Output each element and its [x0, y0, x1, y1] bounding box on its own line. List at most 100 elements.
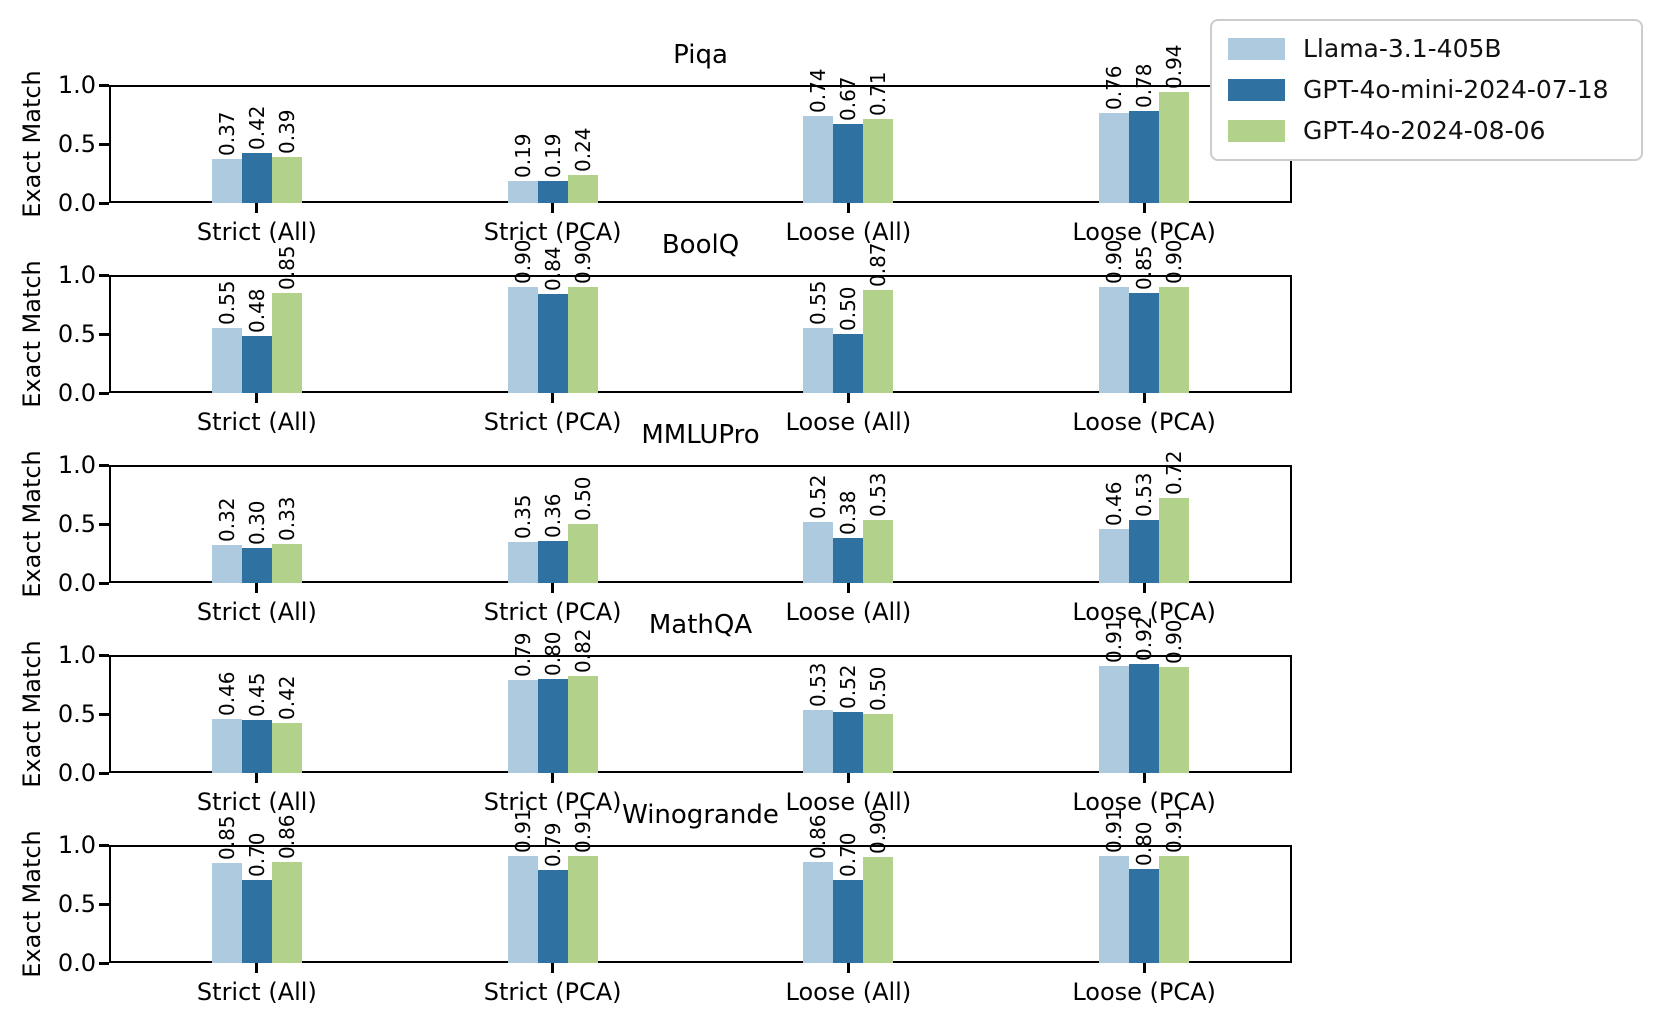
axes-frame [109, 655, 1292, 773]
bar-value-label: 0.90 [1162, 239, 1187, 284]
y-tick-label: 0.0 [57, 379, 96, 407]
bar [1099, 287, 1130, 393]
bar-value-label: 0.53 [1132, 472, 1157, 517]
bar-value-label: 0.80 [1132, 821, 1157, 866]
bar [1129, 869, 1160, 963]
y-tick-label: 0.5 [57, 130, 96, 158]
x-tick-mark [551, 963, 555, 973]
bar [1099, 529, 1130, 583]
x-tick-mark [255, 583, 259, 593]
bar-value-label: 0.24 [570, 127, 595, 172]
bar-value-label: 0.42 [244, 105, 269, 150]
x-tick-mark [846, 963, 850, 973]
legend-entry: GPT-4o-2024-08-06 [1228, 117, 1625, 145]
bar [1129, 664, 1160, 773]
y-tick-label: 0.0 [57, 189, 96, 217]
subplot-title: MathQA [648, 610, 753, 640]
bar-value-label: 0.19 [510, 133, 535, 178]
y-tick-mark [99, 273, 109, 277]
bar-value-label: 0.91 [570, 808, 595, 853]
bar-value-label: 0.53 [866, 472, 891, 517]
x-tick-label: Loose (PCA) [1072, 788, 1216, 816]
bar [271, 862, 302, 963]
bar [507, 181, 538, 203]
y-tick-mark [99, 332, 109, 336]
subplot-title: MMLUPro [641, 420, 760, 450]
bar-value-label: 0.87 [866, 242, 891, 287]
bar [537, 679, 568, 773]
bar-value-label: 0.38 [836, 490, 861, 535]
bar-value-label: 0.35 [510, 494, 535, 539]
y-tick-label: 0.0 [57, 569, 96, 597]
bar-value-label: 0.74 [806, 68, 831, 113]
bar-value-label: 0.52 [806, 474, 831, 519]
x-tick-label: Strict (All) [196, 598, 317, 626]
y-tick-mark [99, 201, 109, 205]
bar [1159, 287, 1190, 393]
x-tick-mark [255, 203, 259, 213]
x-tick-label: Loose (All) [785, 788, 912, 816]
y-tick-label: 0.5 [57, 320, 96, 348]
x-tick-label: Loose (PCA) [1072, 598, 1216, 626]
subplot-title: Piqa [673, 40, 728, 70]
bar [1159, 667, 1190, 773]
legend-label: Llama-3.1-405B [1303, 34, 1502, 63]
legend-entry: Llama-3.1-405B [1228, 35, 1625, 63]
bar [1159, 92, 1190, 203]
bar [803, 862, 834, 963]
bar-value-label: 0.37 [214, 111, 239, 156]
bar [1159, 498, 1190, 583]
x-tick-mark [255, 393, 259, 403]
bar [211, 328, 242, 393]
bar-value-label: 0.70 [836, 832, 861, 877]
legend-swatch-icon [1228, 120, 1285, 142]
bar-value-label: 0.50 [836, 286, 861, 331]
bar [803, 522, 834, 583]
x-tick-label: Strict (All) [196, 788, 317, 816]
x-tick-label: Loose (PCA) [1072, 978, 1216, 1006]
bar [803, 710, 834, 773]
bar-value-label: 0.50 [570, 476, 595, 521]
bar [1099, 856, 1130, 963]
x-tick-label: Strict (PCA) [483, 978, 622, 1006]
x-tick-mark [846, 773, 850, 783]
x-tick-mark [846, 583, 850, 593]
y-tick-mark [99, 522, 109, 526]
bar [537, 181, 568, 203]
x-tick-label: Strict (All) [196, 978, 317, 1006]
bar-value-label: 0.90 [570, 239, 595, 284]
bar [241, 548, 272, 583]
x-tick-mark [846, 203, 850, 213]
x-tick-label: Strict (All) [196, 408, 317, 436]
x-tick-label: Strict (PCA) [483, 218, 622, 246]
bar-value-label: 0.79 [540, 822, 565, 867]
subplot-title: BoolQ [661, 230, 740, 260]
bar-value-label: 0.84 [540, 246, 565, 291]
bar [803, 328, 834, 393]
y-tick-label: 0.0 [57, 759, 96, 787]
bar [863, 520, 894, 583]
bar [271, 723, 302, 773]
subplot-title: Winogrande [622, 800, 779, 830]
bar [567, 175, 598, 203]
bar [211, 159, 242, 203]
bar-value-label: 0.85 [214, 815, 239, 860]
bar [1099, 113, 1130, 203]
bar-value-label: 0.52 [836, 664, 861, 709]
bar [211, 863, 242, 963]
x-tick-label: Loose (All) [785, 408, 912, 436]
bar [211, 719, 242, 773]
bar [1159, 856, 1190, 963]
bar [863, 119, 894, 203]
bar [567, 676, 598, 773]
bar-value-label: 0.19 [540, 133, 565, 178]
bar [537, 541, 568, 583]
bar-value-label: 0.55 [806, 280, 831, 325]
bar [863, 857, 894, 963]
bar-value-label: 0.91 [1102, 618, 1127, 663]
bar [567, 287, 598, 393]
x-tick-label: Loose (PCA) [1072, 408, 1216, 436]
bar [833, 712, 864, 773]
bar-value-label: 0.90 [866, 809, 891, 854]
bar-value-label: 0.90 [1162, 619, 1187, 664]
